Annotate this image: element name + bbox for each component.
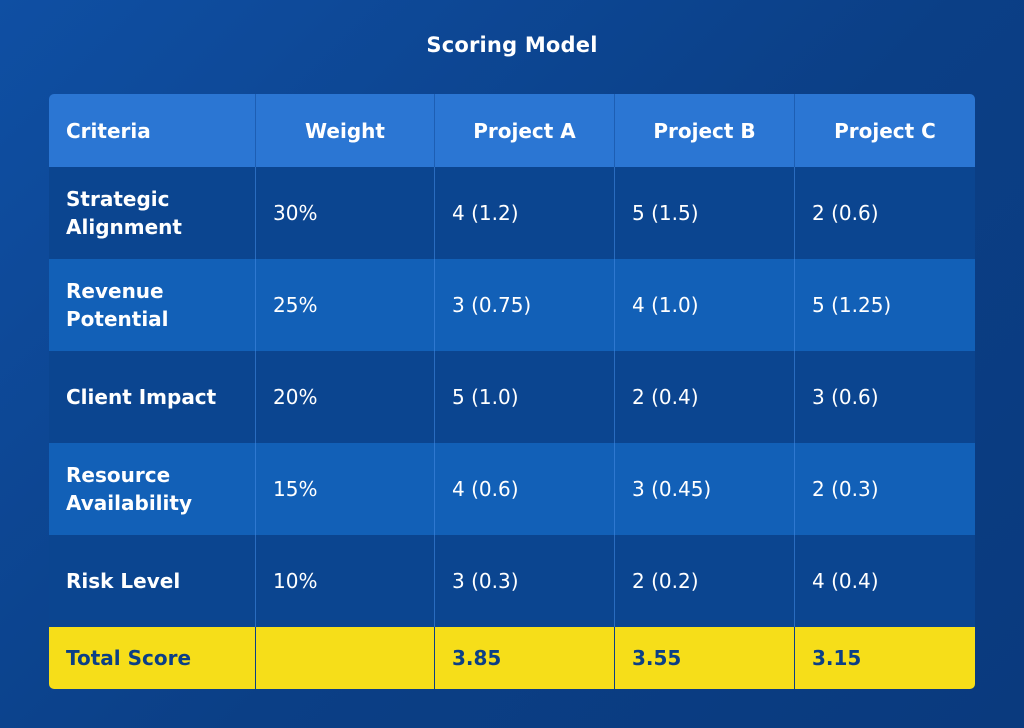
project-a-cell: 4 (1.2) <box>434 167 614 259</box>
project-b-cell: 2 (0.2) <box>614 535 794 627</box>
project-c-cell: 2 (0.6) <box>794 167 975 259</box>
criteria-cell: Revenue Potential <box>49 259 255 351</box>
project-c-cell: 4 (0.4) <box>794 535 975 627</box>
header-project-a: Project A <box>434 94 614 167</box>
header-project-b: Project B <box>614 94 794 167</box>
project-b-cell: 2 (0.4) <box>614 351 794 443</box>
project-c-cell: 5 (1.25) <box>794 259 975 351</box>
table-row: Revenue Potential 25% 3 (0.75) 4 (1.0) 5… <box>49 259 975 351</box>
project-a-cell: 4 (0.6) <box>434 443 614 535</box>
weight-cell: 20% <box>255 351 434 443</box>
project-b-cell: 4 (1.0) <box>614 259 794 351</box>
scoring-table: Criteria Weight Project A Project B Proj… <box>49 94 975 689</box>
table-row: Resource Availability 15% 4 (0.6) 3 (0.4… <box>49 443 975 535</box>
total-score-row: Total Score 3.85 3.55 3.15 <box>49 627 975 689</box>
criteria-cell: Risk Level <box>49 535 255 627</box>
project-b-cell: 3 (0.45) <box>614 443 794 535</box>
total-score-label: Total Score <box>49 627 255 689</box>
table-header-row: Criteria Weight Project A Project B Proj… <box>49 94 975 167</box>
project-b-cell: 5 (1.5) <box>614 167 794 259</box>
total-project-a: 3.85 <box>434 627 614 689</box>
weight-cell: 15% <box>255 443 434 535</box>
table-row: Strategic Alignment 30% 4 (1.2) 5 (1.5) … <box>49 167 975 259</box>
total-project-b: 3.55 <box>614 627 794 689</box>
total-weight-cell <box>255 627 434 689</box>
weight-cell: 25% <box>255 259 434 351</box>
table-row: Client Impact 20% 5 (1.0) 2 (0.4) 3 (0.6… <box>49 351 975 443</box>
header-project-c: Project C <box>794 94 975 167</box>
header-weight: Weight <box>255 94 434 167</box>
page-title: Scoring Model <box>426 33 598 57</box>
table-row: Risk Level 10% 3 (0.3) 2 (0.2) 4 (0.4) <box>49 535 975 627</box>
header-criteria: Criteria <box>49 94 255 167</box>
weight-cell: 10% <box>255 535 434 627</box>
project-c-cell: 3 (0.6) <box>794 351 975 443</box>
criteria-cell: Resource Availability <box>49 443 255 535</box>
project-a-cell: 3 (0.75) <box>434 259 614 351</box>
criteria-cell: Strategic Alignment <box>49 167 255 259</box>
total-project-c: 3.15 <box>794 627 975 689</box>
weight-cell: 30% <box>255 167 434 259</box>
project-c-cell: 2 (0.3) <box>794 443 975 535</box>
criteria-cell: Client Impact <box>49 351 255 443</box>
project-a-cell: 5 (1.0) <box>434 351 614 443</box>
project-a-cell: 3 (0.3) <box>434 535 614 627</box>
